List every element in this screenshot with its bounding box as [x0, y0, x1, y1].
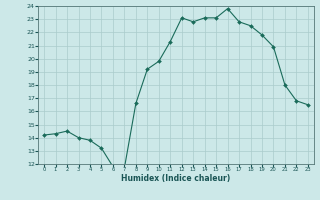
X-axis label: Humidex (Indice chaleur): Humidex (Indice chaleur)	[121, 174, 231, 183]
